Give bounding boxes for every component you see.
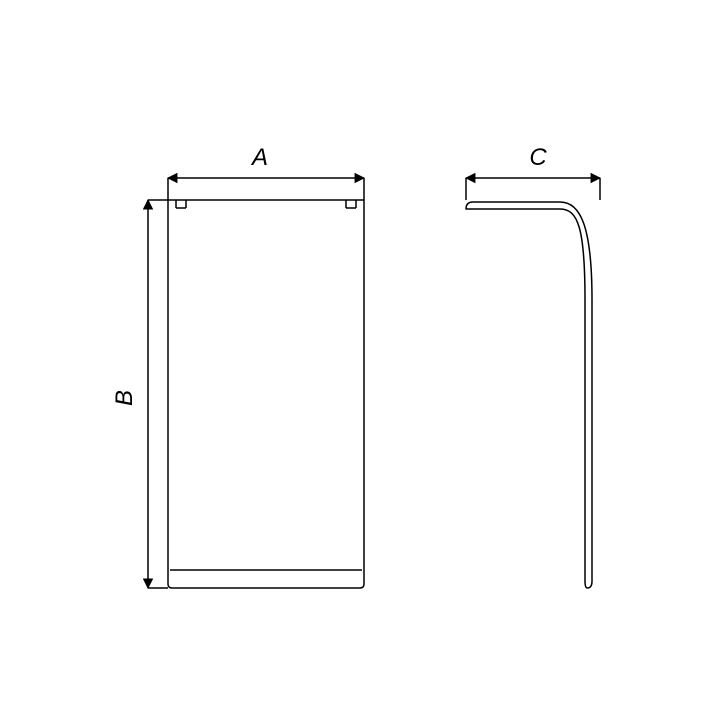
technical-drawing: A B C	[0, 0, 724, 724]
dimension-label-c: C	[529, 144, 547, 171]
dimension-label-a: A	[250, 144, 268, 171]
side-view	[466, 202, 592, 588]
front-view	[168, 200, 364, 588]
dimension-label-b: B	[111, 390, 138, 406]
dimension-lines	[148, 178, 600, 588]
